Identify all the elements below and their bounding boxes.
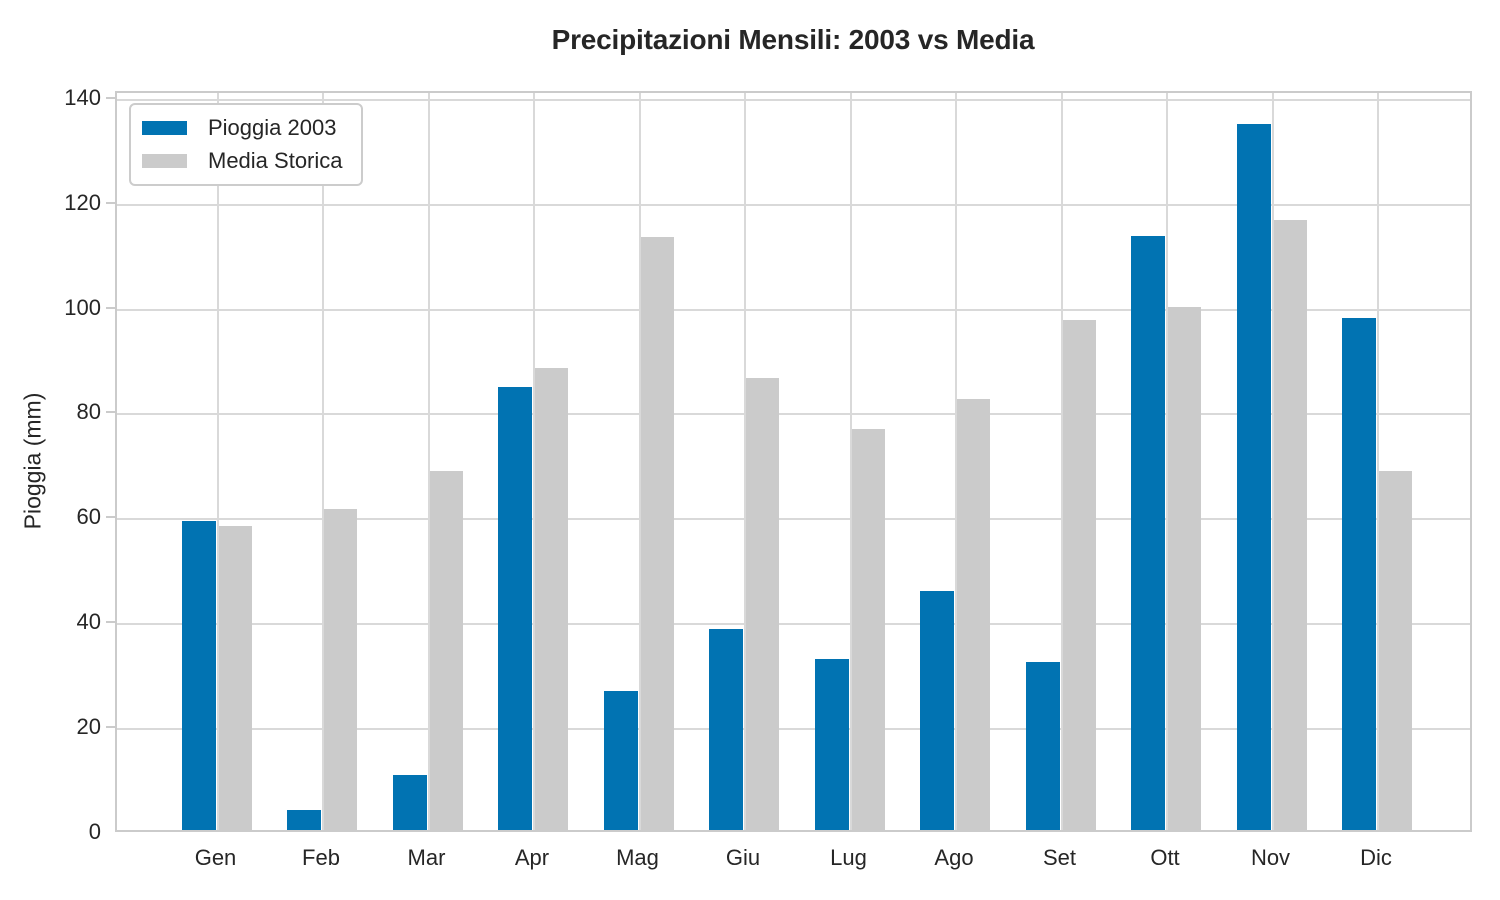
bar-2003-apr (498, 386, 532, 830)
bar-2003-dic (1342, 317, 1376, 830)
y-tick-mark-20 (106, 726, 115, 729)
bar-2003-giu (709, 628, 743, 830)
bar-2003-mar (392, 775, 427, 830)
v-gridline-gen (216, 93, 219, 830)
bar-2003-feb (287, 810, 321, 830)
y-tick-label-100: 100 (64, 294, 101, 320)
bar-media-ago (957, 398, 990, 830)
h-gridline-100 (117, 308, 1470, 311)
bar-media-feb (324, 509, 357, 830)
y-tick-label-60: 60 (76, 504, 101, 530)
y-tick-mark-40 (106, 621, 115, 624)
h-gridline-20 (117, 728, 1470, 731)
v-gridline-ago (955, 93, 957, 830)
bar-2003-nov (1236, 124, 1271, 830)
y-tick-label-80: 80 (76, 399, 101, 425)
plot-area: Pioggia 2003 Media Storica (115, 91, 1472, 832)
bar-2003-set (1025, 661, 1060, 830)
v-gridline-nov (1271, 93, 1274, 830)
h-gridline-140 (117, 98, 1470, 101)
bar-2003-lug (814, 658, 849, 830)
legend-swatch-pioggia-2003 (142, 121, 187, 135)
bar-media-gen (218, 525, 252, 830)
v-gridline-apr (533, 93, 535, 830)
legend-item-pioggia-2003: Pioggia 2003 (142, 115, 343, 141)
y-tick-mark-60 (106, 516, 115, 519)
v-gridline-ott (1166, 93, 1168, 830)
x-tick-label-ago: Ago (934, 845, 974, 870)
x-tick-label-set: Set (1042, 845, 1077, 870)
v-gridline-giu (744, 93, 746, 830)
h-gridline-60 (117, 518, 1470, 521)
bar-media-dic (1379, 470, 1412, 830)
legend-label-media-storica: Media Storica (208, 148, 343, 173)
y-tick-mark-140 (106, 96, 115, 99)
bar-2003-ott (1131, 236, 1165, 830)
bar-2003-ago (920, 590, 954, 830)
v-gridline-mag (638, 93, 641, 830)
bar-media-mar (429, 470, 463, 830)
y-tick-label-20: 20 (76, 714, 101, 740)
bar-media-lug (851, 428, 885, 830)
chart-title: Precipitazioni Mensili: 2003 vs Media (551, 24, 1035, 55)
bar-media-set (1062, 320, 1096, 830)
bar-media-ott (1168, 307, 1201, 830)
h-gridline-120 (117, 203, 1470, 206)
x-tick-label-dic: Dic (1360, 845, 1392, 870)
bar-2003-mag (603, 691, 638, 830)
x-tick-label-giu: Giu (725, 845, 761, 870)
legend-swatch-media-storica (142, 154, 187, 168)
legend-item-media-storica: Media Storica (142, 148, 343, 174)
y-tick-label-120: 120 (64, 189, 101, 215)
y-tick-mark-100 (106, 306, 115, 309)
v-gridline-dic (1377, 93, 1379, 830)
v-gridline-mar (427, 93, 430, 830)
bar-media-nov (1273, 220, 1307, 830)
v-gridline-set (1060, 93, 1063, 830)
h-gridline-80 (117, 413, 1470, 416)
h-gridline-40 (117, 623, 1470, 626)
v-gridline-lug (849, 93, 852, 830)
bar-media-mag (640, 237, 674, 830)
x-tick-label-apr: Apr (514, 845, 550, 870)
x-tick-label-lug: Lug (830, 845, 867, 870)
y-tick-label-0: 0 (88, 819, 101, 844)
bar-media-apr (535, 368, 568, 830)
v-gridline-feb (322, 93, 324, 830)
y-tick-label-40: 40 (76, 609, 101, 635)
x-tick-label-feb: Feb (302, 845, 340, 870)
bar-media-giu (746, 377, 779, 830)
y-tick-mark-80 (106, 411, 115, 414)
x-tick-label-nov: Nov (1250, 845, 1291, 870)
legend-label-pioggia-2003: Pioggia 2003 (208, 115, 337, 140)
y-tick-mark-120 (106, 201, 115, 204)
bar-2003-gen (181, 520, 216, 830)
legend: Pioggia 2003 Media Storica (129, 103, 363, 186)
y-tick-label-140: 140 (64, 84, 101, 110)
x-tick-label-mag: Mag (616, 845, 659, 870)
x-tick-label-gen: Gen (194, 845, 237, 870)
x-tick-label-mar: Mar (407, 845, 446, 870)
x-tick-label-ott: Ott (1150, 845, 1180, 870)
